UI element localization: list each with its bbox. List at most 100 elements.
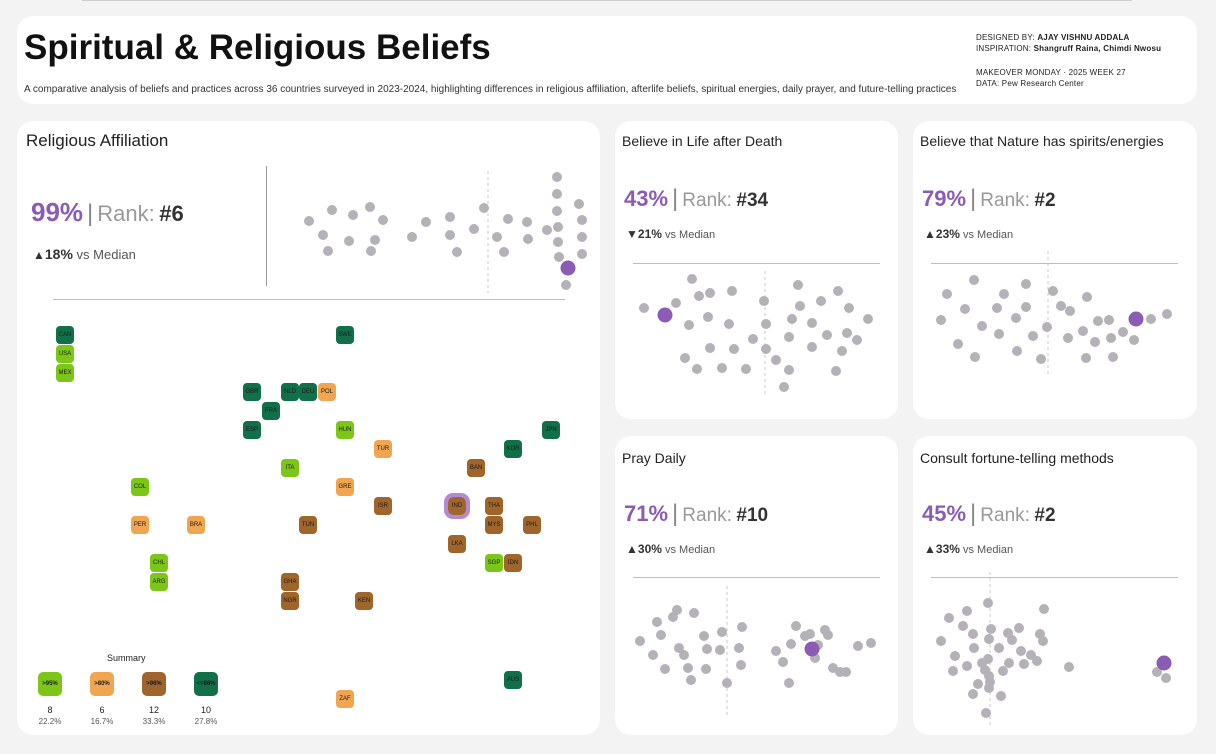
country-dot[interactable] (784, 678, 794, 688)
country-dot[interactable] (807, 342, 817, 352)
country-dot[interactable] (522, 217, 532, 227)
highlighted-country-dot[interactable] (1128, 311, 1144, 327)
country-tile-can[interactable]: CAN (56, 326, 74, 344)
country-dot[interactable] (761, 344, 771, 354)
country-dot[interactable] (822, 330, 832, 340)
country-dot[interactable] (1152, 667, 1162, 677)
country-dot[interactable] (1042, 322, 1052, 332)
country-dot[interactable] (699, 631, 709, 641)
country-dot[interactable] (1012, 346, 1022, 356)
country-dot[interactable] (499, 247, 509, 257)
country-dot[interactable] (969, 643, 979, 653)
country-dot[interactable] (950, 651, 960, 661)
country-dot[interactable] (831, 366, 841, 376)
country-tile-aus[interactable]: AUS (504, 671, 522, 689)
country-tile-fra[interactable]: FRA (262, 402, 280, 420)
country-dot[interactable] (671, 298, 681, 308)
country-dot[interactable] (852, 335, 862, 345)
country-dot[interactable] (787, 314, 797, 324)
country-tile-mys[interactable]: MYS (485, 516, 503, 534)
highlighted-country-dot[interactable] (657, 307, 673, 323)
country-dot[interactable] (1028, 331, 1038, 341)
country-dot[interactable] (407, 232, 417, 242)
country-dot[interactable] (1063, 333, 1073, 343)
country-dot[interactable] (1104, 315, 1114, 325)
country-tile-usa[interactable]: USA (56, 345, 74, 363)
country-dot[interactable] (969, 275, 979, 285)
country-dot[interactable] (807, 318, 817, 328)
country-dot[interactable] (344, 236, 354, 246)
country-dot[interactable] (786, 639, 796, 649)
country-tile-zaf[interactable]: ZAF (336, 690, 354, 708)
country-dot[interactable] (823, 630, 833, 640)
country-tile-tur[interactable]: TUR (374, 440, 392, 458)
country-dot[interactable] (844, 303, 854, 313)
country-dot[interactable] (553, 222, 563, 232)
country-dot[interactable] (748, 334, 758, 344)
country-dot[interactable] (304, 216, 314, 226)
country-dot[interactable] (1004, 658, 1014, 668)
country-tile-bra[interactable]: BRA (187, 516, 205, 534)
country-dot[interactable] (994, 643, 1004, 653)
country-tile-phl[interactable]: PHL (523, 516, 541, 534)
country-dot[interactable] (795, 301, 805, 311)
country-tile-arg[interactable]: ARG (150, 573, 168, 591)
country-dot[interactable] (729, 344, 739, 354)
country-dot[interactable] (705, 343, 715, 353)
country-dot[interactable] (1161, 673, 1171, 683)
country-tile-kor[interactable]: KOR (504, 440, 522, 458)
country-dot[interactable] (717, 363, 727, 373)
country-dot[interactable] (318, 230, 328, 240)
country-dot[interactable] (1162, 309, 1172, 319)
country-dot[interactable] (652, 617, 662, 627)
country-dot[interactable] (639, 303, 649, 313)
country-tile-ken[interactable]: KEN (355, 592, 373, 610)
country-dot[interactable] (452, 247, 462, 257)
country-dot[interactable] (1016, 646, 1026, 656)
country-dot[interactable] (348, 210, 358, 220)
highlighted-country-dot[interactable] (560, 260, 576, 276)
country-dot[interactable] (1019, 659, 1029, 669)
country-dot[interactable] (741, 364, 751, 374)
country-dot[interactable] (816, 296, 826, 306)
country-dot[interactable] (968, 689, 978, 699)
country-tile-nld[interactable]: NLD (281, 383, 299, 401)
country-dot[interactable] (679, 650, 689, 660)
country-dot[interactable] (962, 661, 972, 671)
country-dot[interactable] (445, 230, 455, 240)
country-dot[interactable] (366, 246, 376, 256)
country-dot[interactable] (327, 205, 337, 215)
country-dot[interactable] (553, 237, 563, 247)
country-dot[interactable] (1082, 292, 1092, 302)
country-dot[interactable] (958, 621, 968, 631)
country-tile-per[interactable]: PER (131, 516, 149, 534)
country-tile-col[interactable]: COL (131, 478, 149, 496)
country-tile-lka[interactable]: LKA (448, 535, 466, 553)
country-dot[interactable] (1036, 354, 1046, 364)
country-tile-hun[interactable]: HUN (336, 421, 354, 439)
country-dot[interactable] (552, 189, 562, 199)
country-dot[interactable] (973, 679, 983, 689)
country-dot[interactable] (577, 215, 587, 225)
country-dot[interactable] (503, 214, 513, 224)
country-dot[interactable] (1090, 337, 1100, 347)
highlighted-country-dot[interactable] (804, 641, 820, 657)
country-dot[interactable] (784, 332, 794, 342)
country-dot[interactable] (944, 613, 954, 623)
country-dot[interactable] (577, 249, 587, 259)
country-dot[interactable] (727, 286, 737, 296)
country-dot[interactable] (779, 382, 789, 392)
country-tile-gre[interactable]: GRE (336, 478, 354, 496)
country-dot[interactable] (793, 280, 803, 290)
country-dot[interactable] (680, 353, 690, 363)
country-tile-pol[interactable]: POL (318, 383, 336, 401)
country-dot[interactable] (1129, 335, 1139, 345)
country-dot[interactable] (734, 643, 744, 653)
country-dot[interactable] (479, 203, 489, 213)
country-dot[interactable] (715, 645, 725, 655)
country-dot[interactable] (378, 215, 388, 225)
country-dot[interactable] (684, 320, 694, 330)
country-dot[interactable] (948, 666, 958, 676)
country-dot[interactable] (841, 667, 851, 677)
country-dot[interactable] (672, 605, 682, 615)
